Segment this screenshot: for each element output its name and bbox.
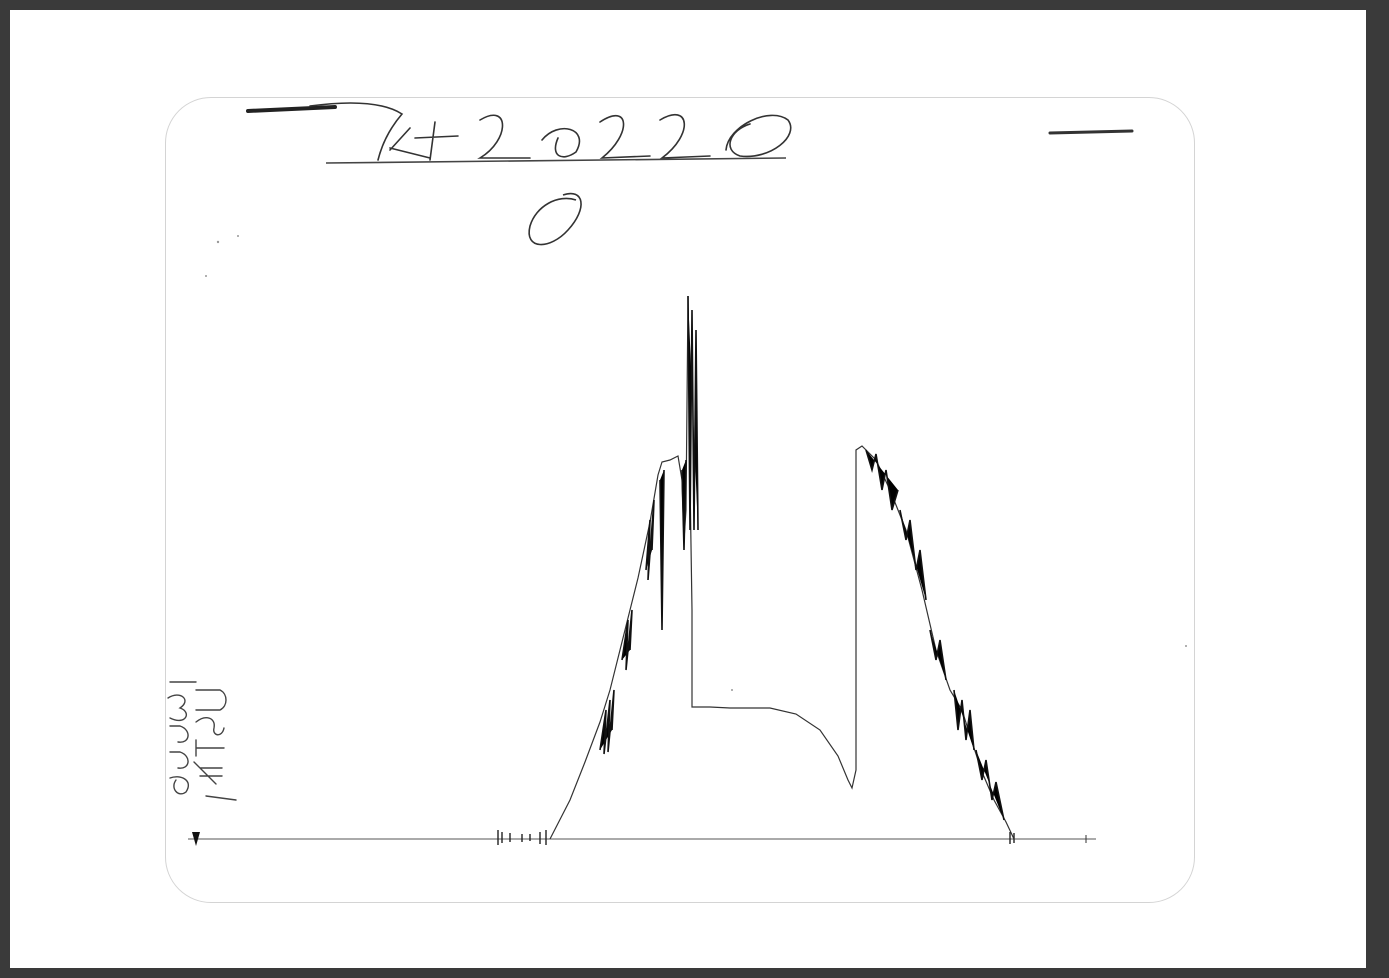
staple-mark-left (246, 105, 337, 113)
title-underline (325, 157, 787, 164)
scanned-page (10, 10, 1366, 968)
staple-mark-right (1048, 129, 1134, 135)
baseline-start-marker (192, 832, 200, 846)
chart-card (165, 97, 1195, 903)
baseline-noise (497, 830, 1015, 845)
handwritten-chart-ref (528, 192, 582, 246)
handwritten-side-note (167, 681, 237, 801)
chart-ink-layer (167, 102, 1187, 846)
trace-noise (599, 295, 1005, 821)
handwritten-title (309, 102, 792, 161)
scan-specks (205, 235, 1187, 691)
pressure-trace (549, 295, 1015, 840)
